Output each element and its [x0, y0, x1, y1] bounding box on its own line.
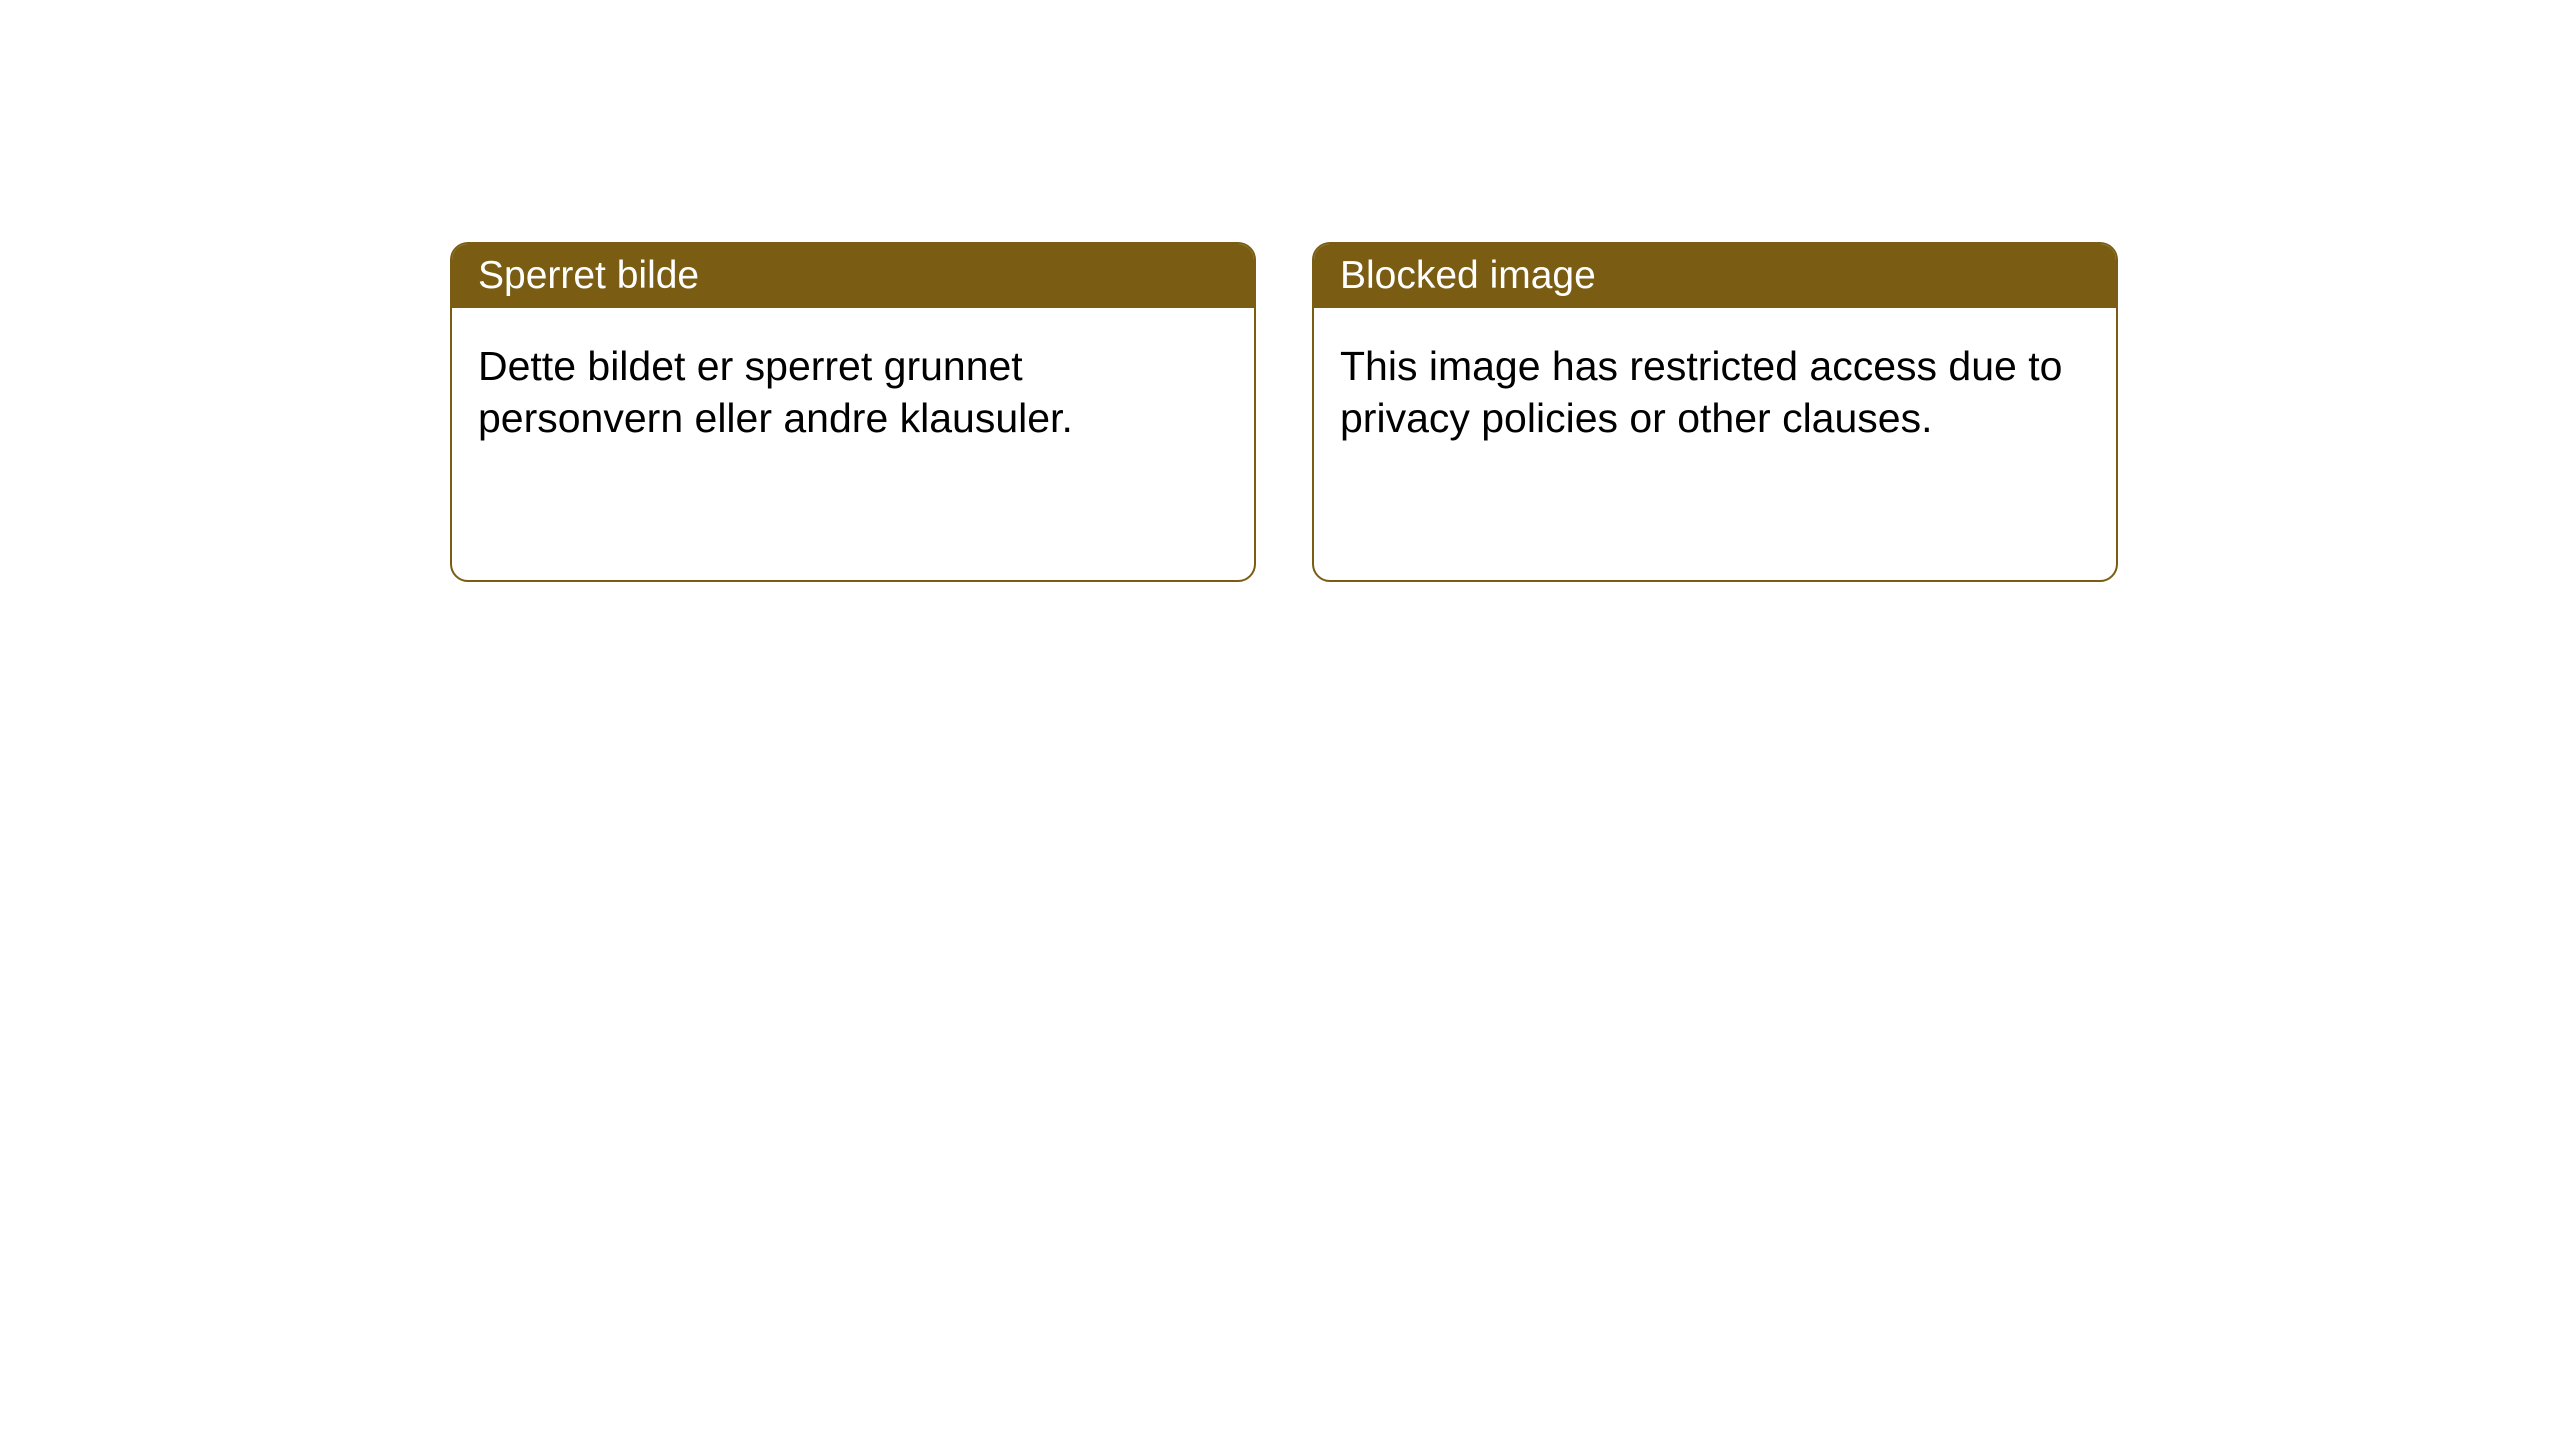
notice-header-en: Blocked image [1314, 244, 2116, 308]
notice-header-no: Sperret bilde [452, 244, 1254, 308]
notice-body-no: Dette bildet er sperret grunnet personve… [452, 308, 1254, 580]
notice-container: Sperret bilde Dette bildet er sperret gr… [450, 242, 2118, 582]
notice-card-no: Sperret bilde Dette bildet er sperret gr… [450, 242, 1256, 582]
notice-body-en: This image has restricted access due to … [1314, 308, 2116, 580]
notice-card-en: Blocked image This image has restricted … [1312, 242, 2118, 582]
